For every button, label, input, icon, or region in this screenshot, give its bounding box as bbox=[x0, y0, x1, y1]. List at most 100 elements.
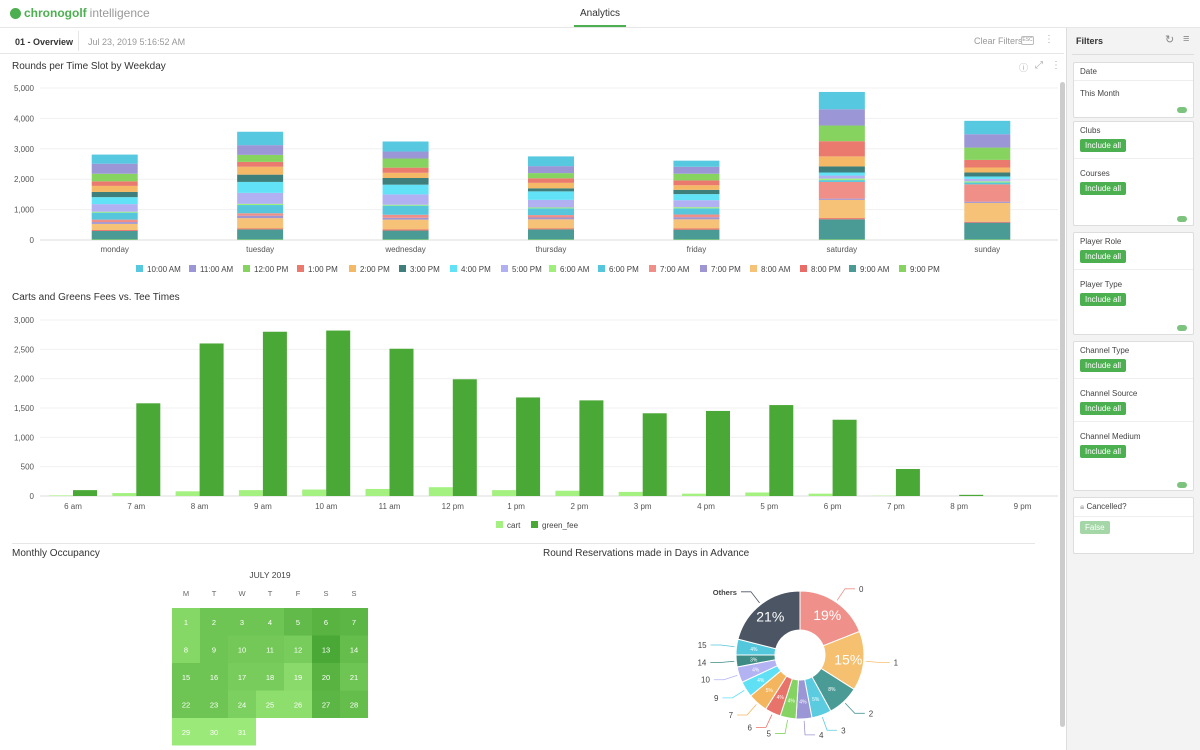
calendar-day-number: 10 bbox=[238, 646, 246, 655]
bar-cart bbox=[112, 493, 137, 496]
calendar-day-cell bbox=[172, 663, 200, 691]
tab-analytics[interactable]: Analytics bbox=[574, 0, 626, 27]
y-tick-label: 1,000 bbox=[14, 433, 35, 442]
legend-label: 2:00 PM bbox=[360, 265, 390, 274]
calendar-day-number: 2 bbox=[212, 618, 216, 627]
channel-type-include-all[interactable]: Include all bbox=[1080, 359, 1127, 372]
filter-card-date: Date This Month bbox=[1073, 62, 1194, 118]
calendar-day-cell bbox=[172, 690, 200, 718]
occupancy-title: Monthly Occupancy bbox=[12, 548, 100, 559]
courses-include-all[interactable]: Include all bbox=[1080, 182, 1127, 195]
legend-swatch bbox=[750, 265, 757, 272]
slice-percent: 4% bbox=[788, 699, 796, 705]
bar-green_fee bbox=[516, 397, 541, 496]
expand-icon[interactable]: ⤢ bbox=[1035, 60, 1043, 71]
bar-cart bbox=[49, 495, 73, 496]
cancelled-value[interactable]: False bbox=[1080, 521, 1110, 534]
legend-label: 12:00 PM bbox=[254, 265, 289, 274]
channel-medium-include-all[interactable]: Include all bbox=[1080, 445, 1127, 458]
more-options-icon[interactable]: ⋮ bbox=[1044, 34, 1054, 45]
bar-green_fee bbox=[326, 330, 351, 496]
slice-label: 1 bbox=[894, 659, 899, 668]
bar-segment bbox=[237, 154, 284, 162]
calendar-day-cell bbox=[284, 608, 312, 636]
reset-icon[interactable]: ↻ bbox=[1165, 34, 1175, 46]
date-filter-value[interactable]: This Month bbox=[1074, 80, 1193, 106]
calendar-day-cell bbox=[256, 663, 284, 691]
player-type-include-all[interactable]: Include all bbox=[1080, 293, 1127, 306]
bar-segment bbox=[528, 166, 574, 174]
bar-segment bbox=[382, 205, 429, 215]
legend-swatch bbox=[649, 265, 656, 272]
bar-green_fee bbox=[959, 494, 984, 496]
slice-leader-line bbox=[713, 675, 738, 681]
calendar-day-number: 6 bbox=[324, 618, 328, 627]
x-tick-label: 9 pm bbox=[1014, 502, 1032, 511]
bar-segment bbox=[964, 159, 1011, 168]
slice-label: 7 bbox=[729, 711, 734, 720]
slice-leader-line bbox=[803, 720, 816, 736]
bar-segment bbox=[818, 91, 865, 110]
filter-toggle[interactable] bbox=[1177, 325, 1187, 331]
filter-toggle[interactable] bbox=[1177, 482, 1187, 488]
info-icon[interactable]: ⓘ bbox=[1019, 63, 1029, 73]
chart-menu-icon[interactable]: ⋮ bbox=[1051, 60, 1061, 71]
bar-segment bbox=[964, 202, 1011, 222]
x-tick-label: thursday bbox=[536, 245, 567, 254]
bar-segment bbox=[382, 184, 429, 195]
weekday-label: T bbox=[212, 589, 217, 598]
x-tick-label: 10 am bbox=[315, 502, 338, 511]
bar-segment bbox=[673, 228, 720, 230]
calendar-day-number: 29 bbox=[182, 728, 190, 737]
bar-segment bbox=[237, 181, 284, 193]
filter-toggle[interactable] bbox=[1177, 216, 1187, 222]
y-tick-label: 5,000 bbox=[14, 84, 35, 93]
clear-filters-button[interactable]: Clear Filters bbox=[974, 36, 1023, 46]
scrollbar[interactable] bbox=[1060, 82, 1065, 727]
bar-segment bbox=[91, 219, 138, 223]
slice-percent: 5% bbox=[812, 697, 820, 703]
bar-segment bbox=[528, 228, 574, 230]
bar-segment bbox=[673, 180, 720, 186]
x-tick-label: 6 pm bbox=[824, 502, 842, 511]
y-tick-label: 4,000 bbox=[14, 114, 35, 123]
filter-toggle[interactable] bbox=[1177, 107, 1187, 113]
bar-segment bbox=[818, 166, 865, 173]
legend-swatch bbox=[531, 521, 538, 528]
logo[interactable]: chronogolf intelligence bbox=[10, 6, 150, 20]
bar-segment bbox=[91, 173, 138, 182]
calendar-day-number: 8 bbox=[184, 646, 188, 655]
dashboard-title[interactable]: 01 - Overview bbox=[15, 37, 74, 47]
filter-label: Date bbox=[1080, 67, 1097, 76]
menu-icon[interactable]: ≡ bbox=[1183, 33, 1190, 45]
clubs-include-all[interactable]: Include all bbox=[1080, 139, 1127, 152]
filter-label: Clubs bbox=[1080, 126, 1101, 135]
player-role-include-all[interactable]: Include all bbox=[1080, 250, 1127, 263]
legend-label: 7:00 PM bbox=[711, 265, 741, 274]
bar-segment bbox=[964, 181, 1011, 183]
bar-segment bbox=[91, 211, 138, 213]
channel-source-include-all[interactable]: Include all bbox=[1080, 402, 1127, 415]
calendar-day-cell bbox=[312, 608, 340, 636]
bar-segment bbox=[964, 172, 1011, 177]
calendar-day-cell bbox=[284, 690, 312, 718]
bar-green_fee bbox=[199, 343, 224, 496]
bar-segment bbox=[382, 239, 429, 240]
calendar-day-number: 24 bbox=[238, 701, 246, 710]
slice-percent: 21% bbox=[756, 609, 784, 625]
calendar-day-cell bbox=[312, 663, 340, 691]
bar-green_fee bbox=[642, 413, 667, 496]
slice-percent: 4% bbox=[799, 699, 807, 705]
calendar-day-cell bbox=[200, 635, 228, 663]
legend-label: 6:00 PM bbox=[609, 265, 639, 274]
bar-segment bbox=[237, 203, 284, 206]
bar-segment bbox=[818, 199, 865, 219]
slice-leader-line bbox=[740, 591, 760, 604]
bar-segment bbox=[237, 161, 284, 167]
slice-leader-line bbox=[836, 588, 855, 601]
filter-label: Courses bbox=[1074, 158, 1193, 182]
bar-segment bbox=[818, 141, 865, 157]
y-tick-label: 2,500 bbox=[14, 345, 35, 354]
bar-segment bbox=[91, 191, 138, 198]
calendar-day-number: 3 bbox=[240, 618, 244, 627]
